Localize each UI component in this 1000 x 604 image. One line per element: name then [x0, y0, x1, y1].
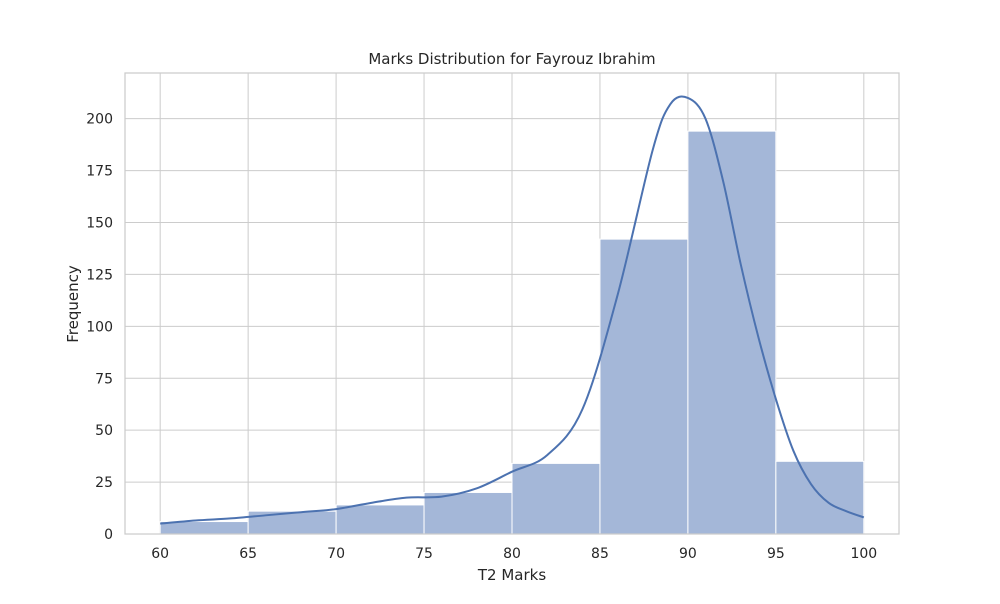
x-tick-label: 85	[591, 546, 609, 562]
chart-title: Marks Distribution for Fayrouz Ibrahim	[368, 50, 655, 68]
y-tick-label: 150	[86, 216, 113, 232]
plot-frame	[124, 72, 900, 535]
x-tick-label: 90	[679, 546, 697, 562]
histogram-bar	[423, 491, 513, 535]
histogram-bar	[511, 462, 601, 535]
y-tick-labels: 0 25 50 75 100 125 150 175 200	[86, 112, 113, 543]
x-tick-labels: 60 65 70 75 80 85 90 95 100	[151, 546, 877, 562]
x-tick-label: 70	[327, 546, 345, 562]
histogram-bar	[159, 521, 249, 535]
y-tick-label: 125	[86, 267, 113, 283]
histogram-bar	[335, 504, 425, 535]
kde-curve	[160, 95, 865, 525]
y-tick-label: 75	[95, 371, 113, 387]
x-tick-label: 95	[767, 546, 785, 562]
histogram-bar	[775, 460, 865, 535]
histogram-bar	[247, 510, 337, 535]
y-tick-label: 25	[95, 475, 113, 491]
y-tick-label: 175	[86, 164, 113, 180]
y-tick-label: 100	[86, 319, 113, 335]
x-tick-label: 60	[151, 546, 169, 562]
histogram-bar	[687, 130, 777, 535]
y-axis-label: Frequency	[64, 265, 82, 343]
x-tick-label: 100	[850, 546, 877, 562]
x-tick-label: 75	[415, 546, 433, 562]
histogram-bar	[599, 238, 689, 535]
kde-layer	[160, 95, 865, 525]
x-tick-label: 80	[503, 546, 521, 562]
x-tick-label: 65	[239, 546, 257, 562]
histogram-bars	[159, 130, 865, 535]
y-tick-label: 200	[86, 112, 113, 128]
y-tick-label: 50	[95, 423, 113, 439]
y-tick-label: 0	[104, 527, 113, 543]
x-axis-label: T2 Marks	[477, 566, 546, 584]
